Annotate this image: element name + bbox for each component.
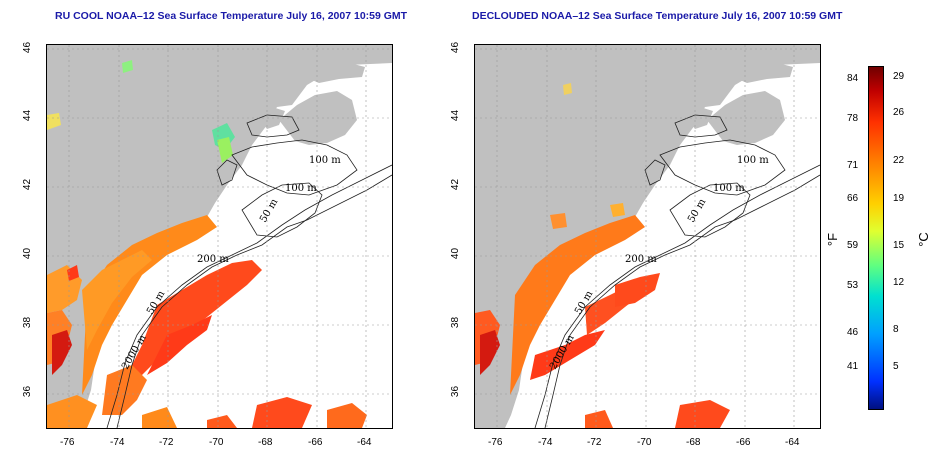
left-map-title: RU COOL NOAA–12 Sea Surface Temperature … bbox=[55, 10, 408, 22]
fahrenheit-label: 71 bbox=[847, 160, 859, 171]
lat-tick: 44 bbox=[450, 109, 462, 122]
right-map-canvas: 100 m 100 m 50 m 200 m 50 m 2000 m bbox=[475, 45, 820, 428]
lat-tick: 42 bbox=[450, 178, 462, 191]
fahrenheit-label: 84 bbox=[847, 73, 859, 84]
lon-tick: -74 bbox=[110, 437, 125, 448]
lat-tick: 36 bbox=[22, 385, 34, 398]
land-mass bbox=[47, 45, 392, 428]
celsius-label: 29 bbox=[893, 71, 905, 82]
lon-tick: -72 bbox=[587, 437, 602, 448]
lon-tick: -66 bbox=[736, 437, 751, 448]
lon-tick: -64 bbox=[357, 437, 372, 448]
lon-tick: -66 bbox=[308, 437, 323, 448]
celsius-label: 26 bbox=[893, 107, 905, 118]
celsius-label: 5 bbox=[893, 361, 899, 372]
fahrenheit-label: 78 bbox=[847, 113, 859, 124]
lat-tick: 46 bbox=[450, 41, 462, 54]
right-sst-map: 100 m 100 m 50 m 200 m 50 m 2000 m bbox=[474, 44, 821, 429]
lat-lon-grid bbox=[47, 45, 392, 428]
fahrenheit-label: 59 bbox=[847, 240, 859, 251]
lat-tick: 38 bbox=[450, 316, 462, 329]
lon-tick: -68 bbox=[258, 437, 273, 448]
contour-label: 50 m bbox=[258, 197, 280, 225]
contour-label: 50 m bbox=[686, 197, 708, 225]
lat-tick: 38 bbox=[22, 316, 34, 329]
lat-lon-grid bbox=[475, 45, 820, 428]
celsius-label: 22 bbox=[893, 155, 905, 166]
lon-tick: -70 bbox=[637, 437, 652, 448]
lon-tick: -76 bbox=[488, 437, 503, 448]
celsius-label: 8 bbox=[893, 324, 899, 335]
contour-label: 100 m bbox=[285, 183, 317, 194]
colorbar bbox=[868, 66, 884, 410]
lat-tick: 40 bbox=[22, 247, 34, 260]
sst-data bbox=[47, 60, 367, 428]
lon-tick: -74 bbox=[538, 437, 553, 448]
lat-tick: 42 bbox=[22, 178, 34, 191]
lat-tick: 40 bbox=[450, 247, 462, 260]
right-map-title: DECLOUDED NOAA–12 Sea Surface Temperatur… bbox=[472, 10, 843, 22]
fahrenheit-label: 66 bbox=[847, 193, 859, 204]
lon-tick: -72 bbox=[159, 437, 174, 448]
contour-label: 100 m bbox=[737, 155, 769, 166]
contour-label: 200 m bbox=[625, 254, 657, 265]
left-map-canvas: 100 m 100 m 50 m 200 m 50 m 2000 m bbox=[47, 45, 392, 428]
lon-tick: -76 bbox=[60, 437, 75, 448]
fahrenheit-label: 41 bbox=[847, 361, 859, 372]
land-mass bbox=[475, 45, 820, 428]
contour-label: 100 m bbox=[309, 155, 341, 166]
lat-tick: 46 bbox=[22, 41, 34, 54]
fahrenheit-label: 46 bbox=[847, 327, 859, 338]
celsius-label: 15 bbox=[893, 240, 905, 251]
lon-tick: -64 bbox=[785, 437, 800, 448]
celsius-label: 19 bbox=[893, 193, 905, 204]
fahrenheit-label: 53 bbox=[847, 280, 859, 291]
bathymetry-contours bbox=[106, 114, 392, 428]
sst-data bbox=[475, 83, 730, 428]
celsius-label: 12 bbox=[893, 277, 905, 288]
lon-tick: -70 bbox=[209, 437, 224, 448]
fahrenheit-unit-label: °F bbox=[825, 232, 841, 247]
contour-label: 100 m bbox=[713, 183, 745, 194]
lat-tick: 36 bbox=[450, 385, 462, 398]
celsius-unit-label: °C bbox=[915, 232, 931, 247]
lat-tick: 44 bbox=[22, 109, 34, 122]
left-sst-map: 100 m 100 m 50 m 200 m 50 m 2000 m bbox=[46, 44, 393, 429]
contour-label: 200 m bbox=[197, 254, 229, 265]
lon-tick: -68 bbox=[686, 437, 701, 448]
